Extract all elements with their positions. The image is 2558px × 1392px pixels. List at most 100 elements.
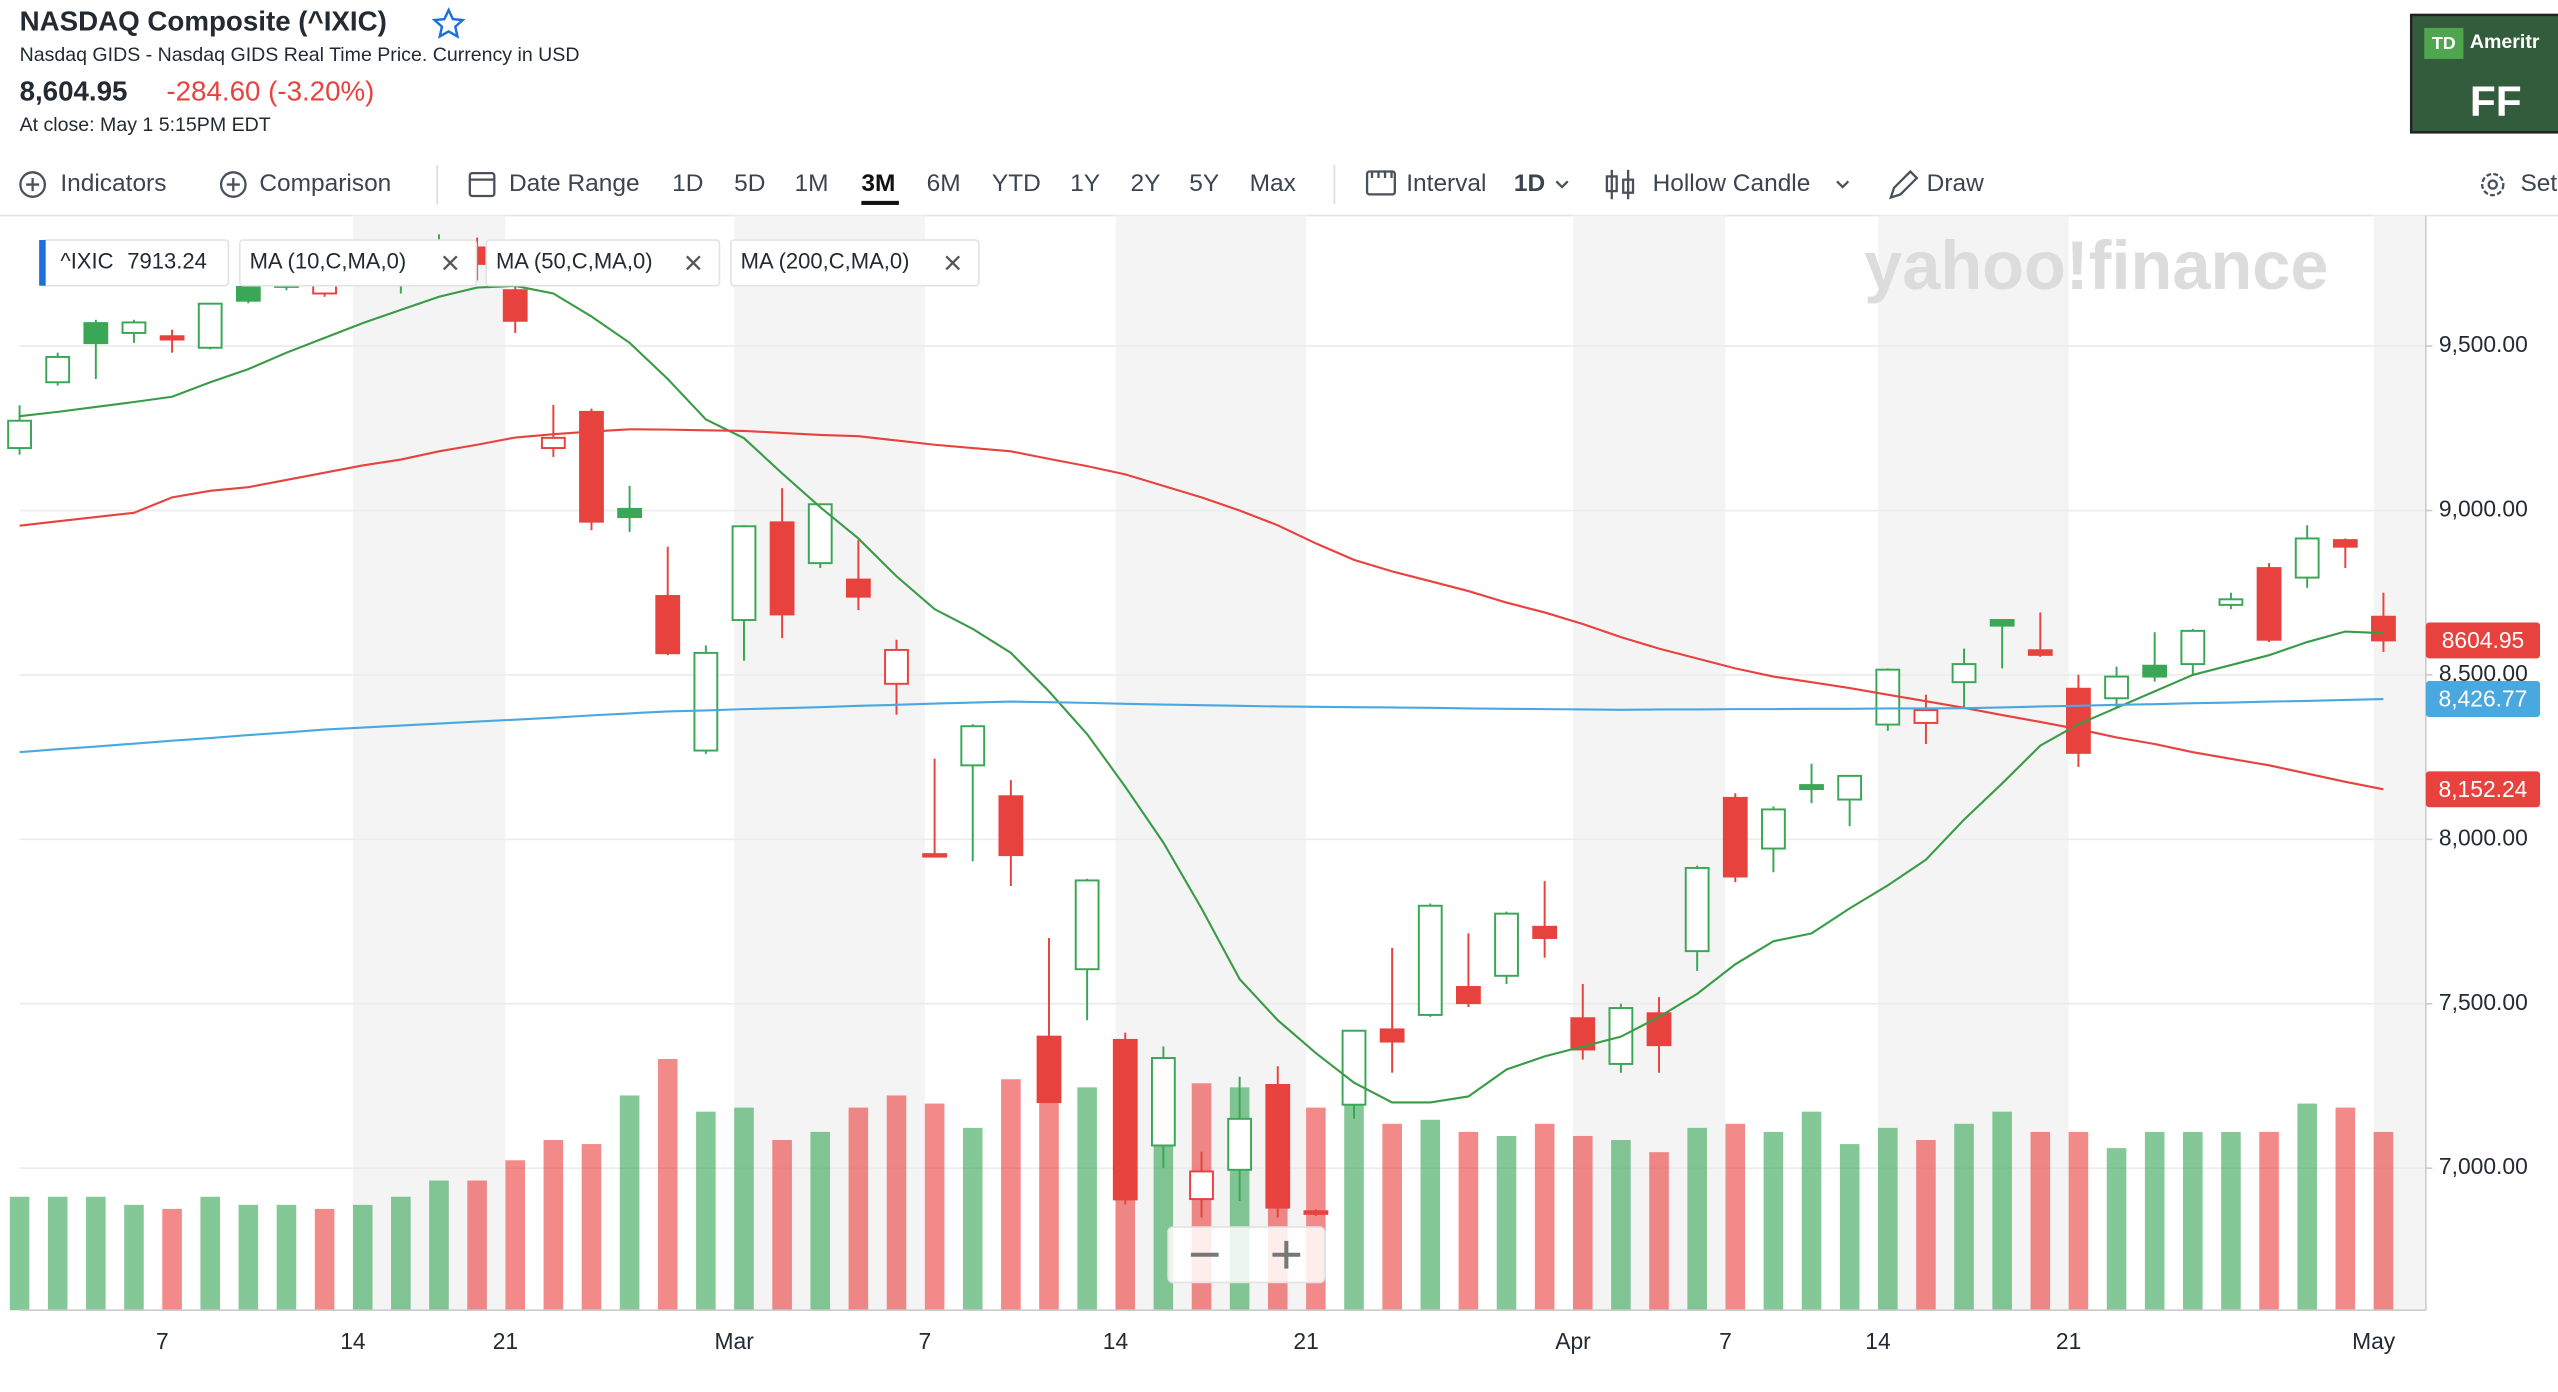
candle-body [1570,1017,1596,1051]
candle-body [960,725,986,767]
chevron [1555,180,1569,189]
range-button[interactable]: 3M [861,170,895,197]
advert[interactable]: TD Ameritr FF [2409,13,2558,134]
range-button[interactable]: 1D [672,170,703,197]
x-tick-label: 14 [340,1328,366,1354]
interval-button[interactable]: Interval 1D [1365,170,1569,197]
volume-bar [124,1204,144,1311]
volume-bar [1725,1123,1746,1311]
price-tag-label: 8,426.77 [2439,686,2528,712]
volume-bar [467,1180,487,1311]
candle-body [2218,598,2244,606]
interval-value: 1D [1514,170,1545,197]
x-tick-label: Apr [1555,1328,1591,1354]
volume-bar [962,1127,983,1311]
candle-body [884,648,909,685]
volume-bar [2373,1131,2394,1311]
volume-bar [391,1196,411,1311]
volume-bar [2335,1107,2356,1311]
range-button[interactable]: Max [1250,170,1296,197]
legend-ticker: ^IXIC [60,249,113,274]
candle-body [159,335,185,341]
plus-icon-cross [26,178,40,192]
candle-body [1150,1057,1176,1147]
volume-bar [1534,1123,1555,1311]
candle-body [1455,986,1481,1005]
x-tick-label: 21 [493,1328,518,1354]
candle-body [2142,664,2168,678]
range-button[interactable]: 5Y [1189,170,1219,197]
advert-logo-box [2424,27,2464,59]
volume-bar [1649,1152,1669,1311]
price-tag [2425,771,2541,808]
legend-remove[interactable] [686,255,701,271]
volume-bar [810,1131,831,1311]
candle-body [1951,663,1977,684]
legend-remove[interactable] [442,255,458,271]
volume-bar [886,1095,907,1311]
volume-bar [505,1160,526,1311]
axes: 7,000.007,500.008,000.008,500.009,000.00… [156,331,2541,1354]
moving-average-line [19,697,2384,754]
volume-bar [1001,1079,1021,1311]
volume-bar [2030,1131,2051,1311]
legend-remove[interactable] [945,255,961,271]
range-button[interactable]: 1M [794,170,828,197]
legend-entry: MA (10,C,MA,0) [250,249,407,274]
candle-body [2256,567,2282,641]
candle-body [502,289,528,322]
volume-bar [772,1140,792,1311]
volume-bar [2106,1148,2127,1311]
volume-bar [581,1144,602,1311]
candle-body [1112,1038,1138,1201]
volume-bar [1344,1091,1364,1311]
chart-style-button[interactable]: Hollow Candle [1605,169,1850,200]
pencil-icon [1888,169,1919,200]
y-tick-label: 8,000.00 [2439,824,2528,850]
x-tick-label: 21 [1293,1328,1318,1354]
candle-body [655,595,681,655]
moving-average-line [19,284,2384,1104]
volume-bar [276,1204,297,1311]
candle-body [1303,1210,1329,1215]
range-button[interactable]: 1Y [1070,170,1100,197]
gear-icon [2480,172,2505,197]
volume-bar [1039,1091,1059,1311]
indicators-button[interactable]: Indicators [19,170,166,198]
candle-body [2294,537,2320,579]
legend-entry: MA (200,C,MA,0) [741,249,910,274]
zoom-in[interactable] [1272,1240,1301,1269]
range-button[interactable]: 6M [927,170,961,197]
range-button[interactable]: 5D [734,170,765,197]
draw-button[interactable]: Draw [1888,169,1984,200]
candle-body [2180,629,2206,666]
volume-bar [2183,1131,2203,1311]
candle-body [998,795,1024,857]
volume-bar [1839,1144,1860,1311]
volume-bar [47,1196,68,1311]
volume-bar [86,1196,106,1311]
x-tick-label: 14 [1865,1328,1891,1354]
legend: ^IXIC 7913.24 MA (10,C,MA,0) MA (50,C,MA,0)… [39,239,980,287]
candle-body [1646,1012,1672,1047]
y-tick-label: 9,500.00 [2439,331,2528,357]
volume-bar [1077,1087,1097,1311]
date-range-button[interactable]: Date Range [468,170,640,198]
volume-bar [162,1208,182,1311]
volume-bar [2221,1131,2241,1311]
candle-icon-body [1622,178,1635,194]
week-stripe [1572,215,1726,1311]
settings-button[interactable]: Set [2480,170,2557,197]
candle-icon-wicks [1610,169,1630,200]
range-button[interactable]: YTD [992,170,1041,197]
x-tick-label: 21 [2056,1328,2081,1354]
quote-change: -284.60 (-3.20%) [166,76,374,107]
candle-body [693,651,719,752]
week-stripes [352,215,2426,1311]
volume-bar [1572,1135,1593,1311]
watchlist-star[interactable] [431,7,466,39]
x-tick-label: 14 [1103,1328,1129,1354]
volume-bar [1611,1140,1631,1311]
range-button[interactable]: 2Y [1131,170,1161,197]
comparison-button[interactable]: Comparison [219,170,391,198]
